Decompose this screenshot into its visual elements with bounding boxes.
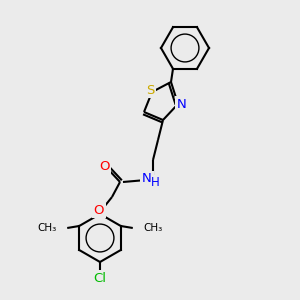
Text: CH₃: CH₃	[37, 223, 56, 233]
Text: N: N	[142, 172, 152, 185]
Text: CH₃: CH₃	[144, 223, 163, 233]
Text: S: S	[146, 83, 154, 97]
Text: H: H	[151, 176, 159, 190]
Text: Cl: Cl	[94, 272, 106, 284]
Text: O: O	[99, 160, 109, 172]
Text: N: N	[177, 98, 187, 110]
Text: O: O	[94, 203, 104, 217]
